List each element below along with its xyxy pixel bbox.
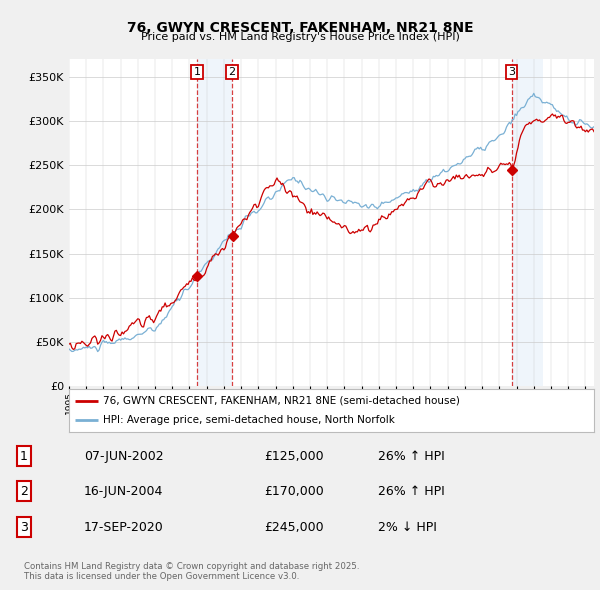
Text: Contains HM Land Registry data © Crown copyright and database right 2025.
This d: Contains HM Land Registry data © Crown c… xyxy=(24,562,359,581)
Text: 3: 3 xyxy=(20,521,28,534)
Text: 2: 2 xyxy=(20,484,28,498)
Text: 16-JUN-2004: 16-JUN-2004 xyxy=(84,484,163,498)
Text: 26% ↑ HPI: 26% ↑ HPI xyxy=(378,450,445,463)
Text: HPI: Average price, semi-detached house, North Norfolk: HPI: Average price, semi-detached house,… xyxy=(103,415,395,425)
Text: Price paid vs. HM Land Registry's House Price Index (HPI): Price paid vs. HM Land Registry's House … xyxy=(140,32,460,42)
Bar xyxy=(512,59,542,386)
Text: 1: 1 xyxy=(20,450,28,463)
Text: 2% ↓ HPI: 2% ↓ HPI xyxy=(378,521,437,534)
Text: £170,000: £170,000 xyxy=(264,484,324,498)
Text: 17-SEP-2020: 17-SEP-2020 xyxy=(84,521,164,534)
Text: 1: 1 xyxy=(194,67,200,77)
Text: 07-JUN-2002: 07-JUN-2002 xyxy=(84,450,164,463)
Text: £245,000: £245,000 xyxy=(264,521,323,534)
Text: 2: 2 xyxy=(228,67,235,77)
Bar xyxy=(197,59,232,386)
Text: £125,000: £125,000 xyxy=(264,450,323,463)
Text: 76, GWYN CRESCENT, FAKENHAM, NR21 8NE (semi-detached house): 76, GWYN CRESCENT, FAKENHAM, NR21 8NE (s… xyxy=(103,396,460,406)
Text: 76, GWYN CRESCENT, FAKENHAM, NR21 8NE: 76, GWYN CRESCENT, FAKENHAM, NR21 8NE xyxy=(127,21,473,35)
Text: 26% ↑ HPI: 26% ↑ HPI xyxy=(378,484,445,498)
Text: 3: 3 xyxy=(508,67,515,77)
